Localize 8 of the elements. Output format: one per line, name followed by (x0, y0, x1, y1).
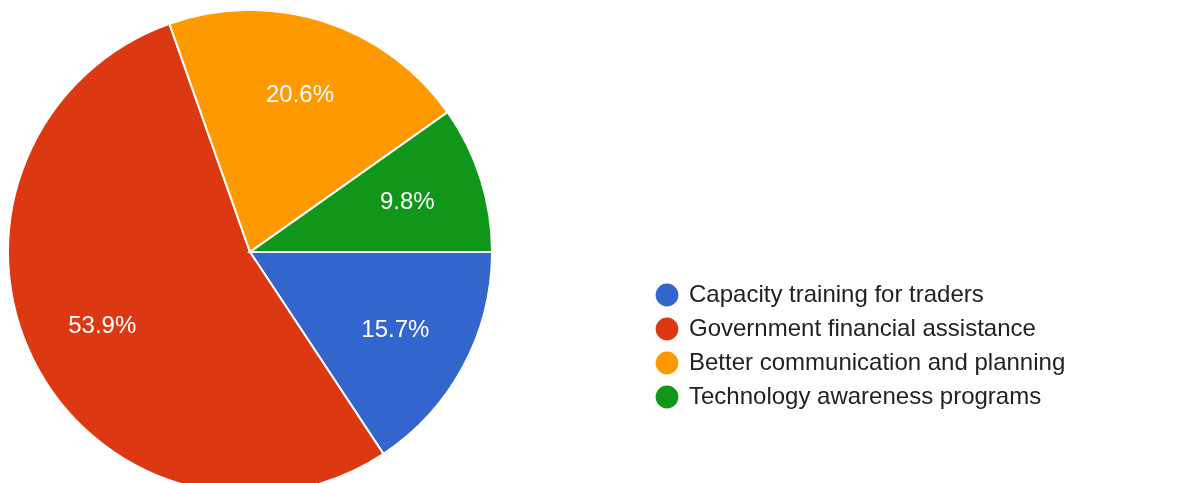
data-label: 20.6% (265, 79, 335, 107)
data-label: 53.9% (68, 310, 137, 338)
data-label: 9.8% (379, 187, 435, 214)
legend-label: Government financial assistance (689, 314, 1036, 341)
legend-label: Technology awareness programs (689, 382, 1042, 409)
data-label: 15.7% (361, 315, 430, 343)
legend-label: Better communication and planning (689, 348, 1066, 375)
legend-label: Capacity training for traders (689, 280, 984, 307)
